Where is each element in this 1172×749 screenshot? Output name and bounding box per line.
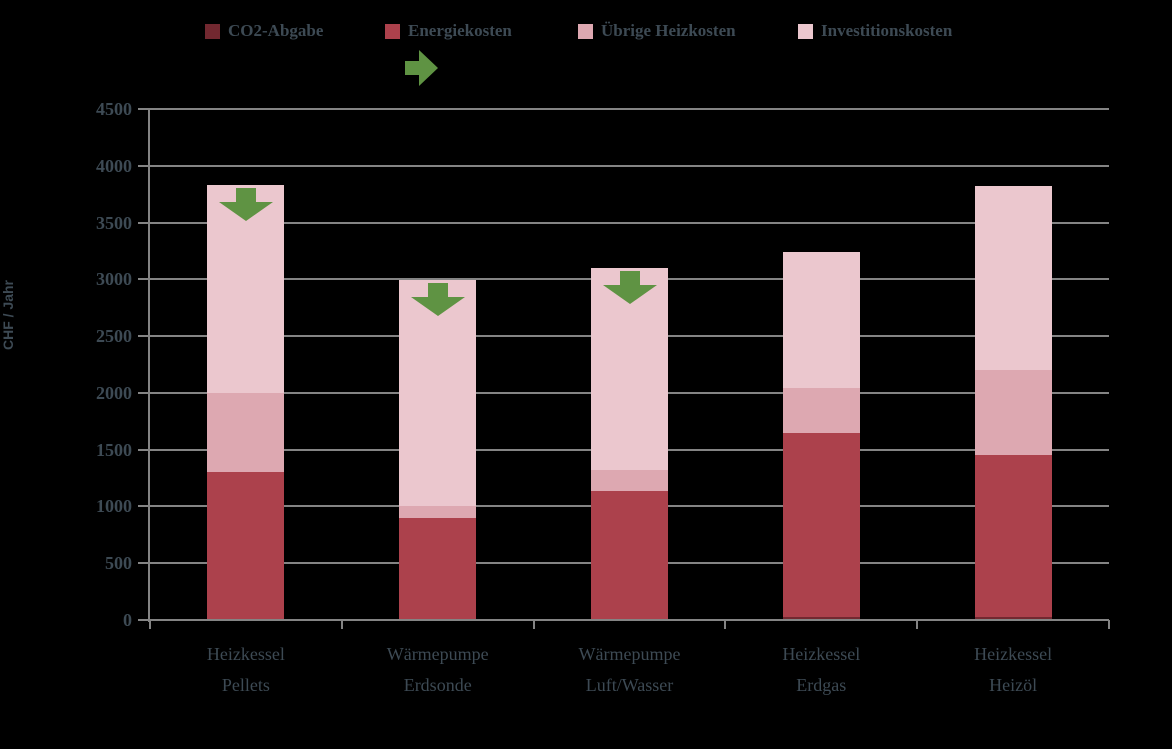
legend-swatch-icon: [205, 23, 220, 39]
bar-segment-investitionskosten: [782, 252, 860, 389]
x-axis-tick: [341, 620, 343, 629]
legend-swatch-icon: [578, 23, 593, 39]
bar-segment-übrige-heizkosten: [974, 370, 1052, 456]
bar-segment-energiekosten: [591, 490, 668, 620]
right-arrow-icon: [405, 50, 438, 86]
y-axis-tick: [138, 221, 150, 224]
plot-area: [138, 108, 1110, 629]
x-category-label-line: Luft/Wasser: [585, 675, 674, 695]
x-category-label-line: Heizöl: [989, 675, 1038, 695]
bar-segment-energiekosten: [207, 472, 285, 620]
x-axis-tick: [916, 620, 918, 629]
right-arrow-shape: [405, 50, 438, 86]
bar-segment-energiekosten: [399, 517, 477, 620]
gridline: [150, 108, 1109, 110]
x-category-label: Heizkessel Pellets: [207, 639, 285, 701]
down-arrow-icon: [602, 270, 657, 304]
y-tick-label: 4500: [96, 99, 132, 119]
down-arrow-shape: [410, 283, 465, 317]
x-axis-tick: [149, 620, 151, 629]
y-tick-label: 2500: [96, 326, 132, 347]
y-axis-tick: [138, 335, 150, 338]
legend-label: Übrige Heizkosten: [601, 21, 736, 40]
legend-swatch-icon: [385, 23, 400, 39]
y-axis-tick: [138, 108, 150, 110]
x-category-label: Heizkessel Erdgas: [782, 639, 860, 701]
x-category-label-line: Erdsonde: [403, 675, 472, 695]
x-axis-tick: [724, 620, 726, 629]
y-tick-label: 3000: [96, 269, 132, 290]
y-tick-label: 1000: [96, 496, 132, 517]
bar-segment-investitionskosten: [399, 280, 477, 507]
x-category-label-line: Pellets: [221, 675, 270, 695]
legend-item: Investitionskosten: [798, 21, 952, 41]
bar-segment-investitionskosten: [974, 186, 1052, 371]
y-axis-line: [148, 109, 150, 622]
x-category-label: Heizkessel Heizöl: [974, 639, 1052, 701]
y-tick-label: 2000: [96, 382, 132, 403]
down-arrow-shape: [602, 270, 657, 304]
gridline: [150, 221, 1109, 224]
x-axis-tick: [1108, 620, 1110, 629]
x-category-label-line: Wärmepumpe: [386, 644, 489, 664]
y-axis-tick: [138, 164, 150, 167]
legend-label: Investitionskosten: [821, 21, 953, 40]
x-category-label-line: Heizkessel: [782, 644, 861, 664]
chart-legend: CO2-Abgabe Energiekosten Übrige Heizkosten…: [0, 0, 1172, 48]
y-tick-label: 0: [123, 610, 132, 630]
y-tick-label: 500: [105, 553, 132, 574]
bar-segment-energiekosten: [782, 432, 860, 617]
y-tick-label: 4000: [96, 155, 132, 176]
x-category-label-line: Heizkessel: [974, 644, 1053, 664]
x-category-label: Wärmepumpe Erdsonde: [387, 639, 489, 701]
bar-segment-energiekosten: [974, 455, 1052, 617]
bar-segment-co2-abgabe: [974, 616, 1052, 620]
bar-segment-übrige-heizkosten: [207, 392, 285, 473]
y-axis-tick: [138, 505, 150, 508]
y-axis-tick: [138, 278, 150, 281]
y-axis-tick: [138, 619, 150, 621]
legend-label: CO2-Abgabe: [228, 21, 324, 40]
legend-label: Energiekosten: [408, 21, 512, 40]
bar-segment-übrige-heizkosten: [399, 506, 477, 518]
y-tick-label: 3500: [96, 212, 132, 233]
x-category-label: Wärmepumpe Luft/Wasser: [579, 639, 681, 701]
gridline: [150, 164, 1109, 167]
y-axis-tick: [138, 562, 150, 565]
x-category-label-line: Heizkessel: [206, 644, 285, 664]
down-arrow-icon: [410, 283, 465, 317]
legend-swatch-icon: [798, 23, 813, 39]
y-tick-label: 1500: [96, 439, 132, 460]
y-axis-tick-labels: 0 500 1000 1500 2000 2500 3000 3500 4000 4500: [0, 0, 140, 749]
x-axis-tick: [533, 620, 535, 629]
x-category-label-line: Wärmepumpe: [578, 644, 681, 664]
x-category-label-line: Erdgas: [796, 675, 847, 695]
x-axis-line: [148, 619, 1109, 621]
legend-item: Übrige Heizkosten: [578, 21, 736, 41]
x-axis-category-labels: Heizkessel Pellets Wärmepumpe Erdsonde Wärme…: [150, 639, 1109, 709]
y-axis-tick: [138, 391, 150, 394]
legend-item: CO2-Abgabe: [205, 21, 323, 41]
legend-item: Energiekosten: [385, 21, 512, 41]
bar-segment-übrige-heizkosten: [782, 388, 860, 433]
down-arrow-icon: [218, 188, 273, 222]
bar-segment-co2-abgabe: [782, 616, 860, 620]
y-axis-tick: [138, 448, 150, 451]
bar-segment-übrige-heizkosten: [591, 470, 668, 491]
down-arrow-shape: [218, 188, 273, 222]
